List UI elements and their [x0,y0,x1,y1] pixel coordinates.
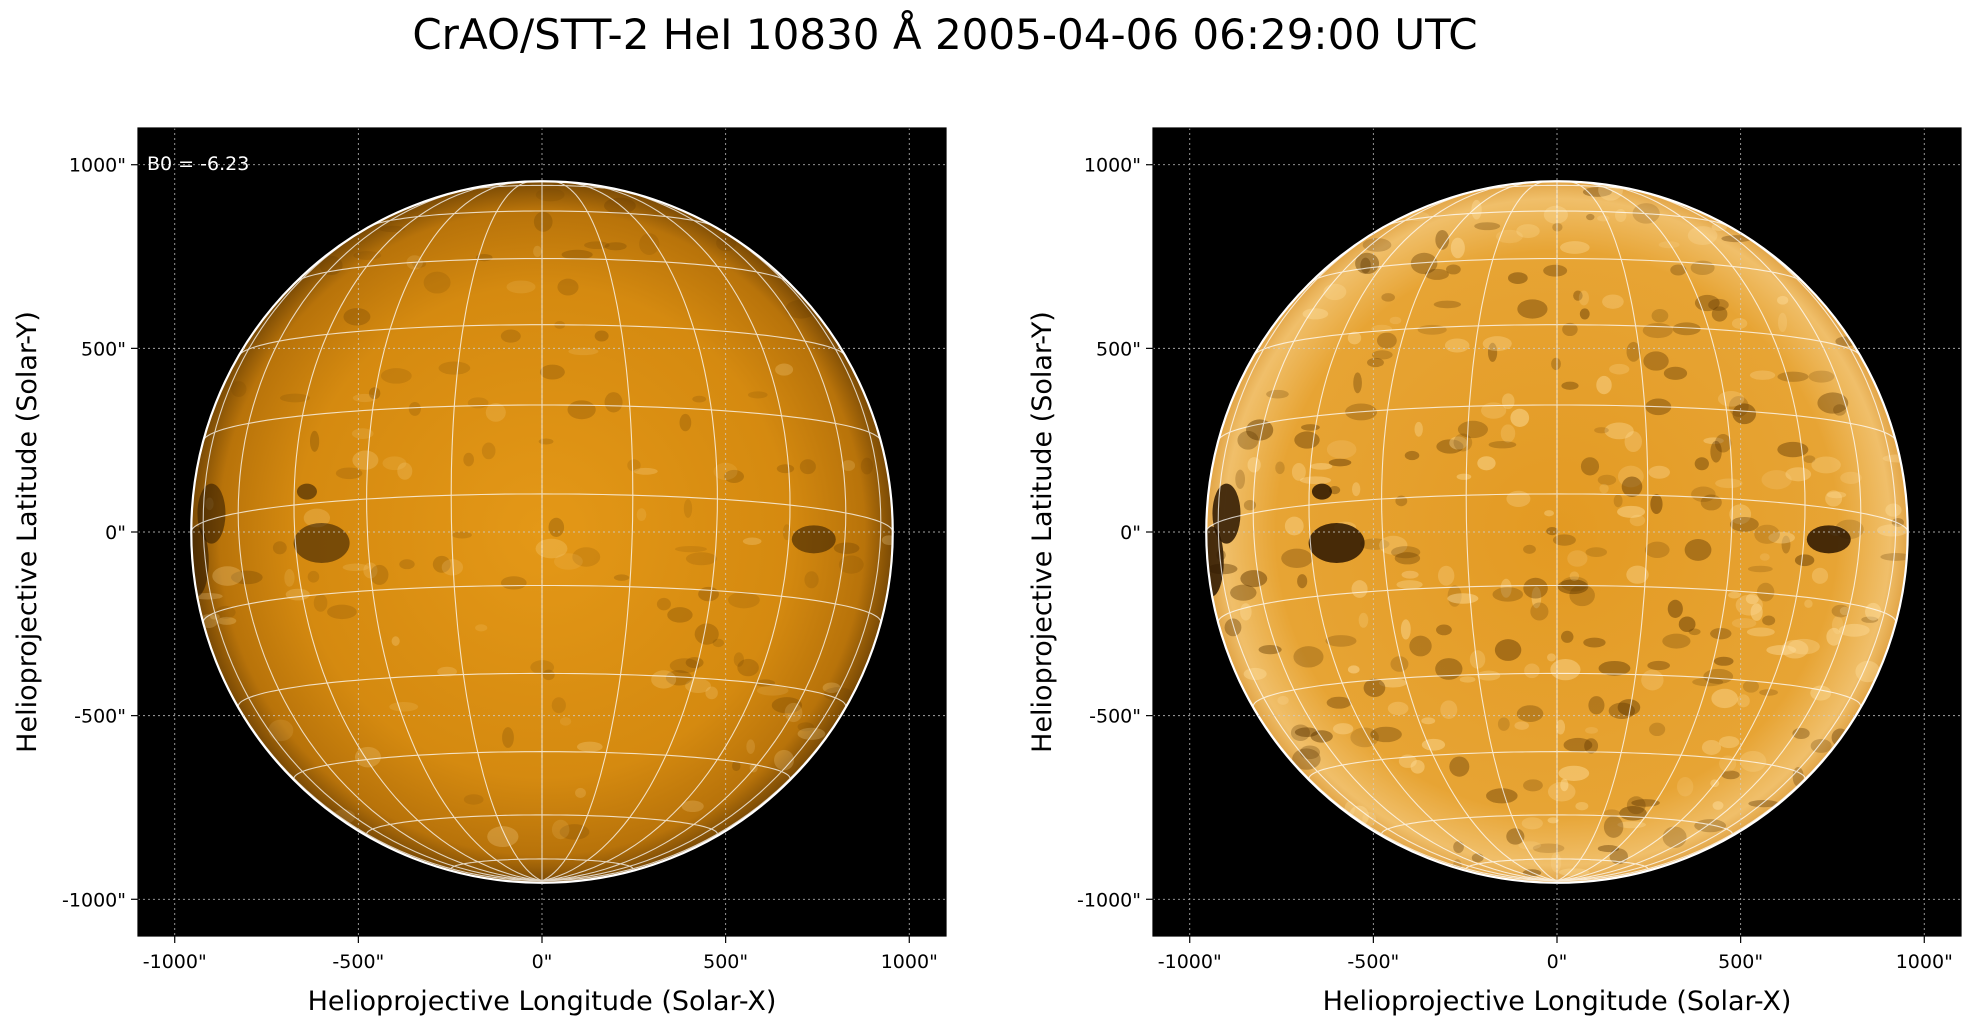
x-tick-label: -500" [332,951,384,973]
longitude-line [202,208,543,882]
longitude-line [1556,188,1862,882]
x-tick-label: 1000" [1896,951,1953,973]
y-tick-label: 0" [105,522,126,544]
longitude-line [1465,181,1558,882]
x-tick-label: 0" [532,951,553,973]
longitude-line [1252,188,1558,882]
disk-texture [191,188,893,848]
longitude-line [1556,181,1649,882]
x-tick-label: -500" [1347,951,1399,973]
longitude-line [293,183,543,882]
solar-limb [190,180,894,884]
longitude-line [541,181,634,882]
longitude-line [450,181,543,882]
y-tick-label: -500" [74,706,126,728]
solar-limb [1205,180,1909,884]
x-axis-label: Helioprojective Longitude (Solar-X) [1323,986,1792,1017]
b0-annotation: B0 = -6.23 [147,153,249,175]
y-tick-label: -1000" [1077,889,1141,911]
x-tick-label: -1000" [143,951,207,973]
x-tick-label: 500" [703,951,748,973]
longitude-line [541,188,847,882]
y-axis-label: Helioprojective Latitude (Solar-Y) [1027,311,1058,753]
y-tick-label: 1000" [1084,155,1141,177]
longitude-line [366,181,543,882]
x-axis-label: Helioprojective Longitude (Solar-X) [308,986,777,1017]
longitude-line [1556,208,1897,882]
figure-title: CrAO/STT-2 HeI 10830 Å 2005-04-06 06:29:… [412,10,1478,59]
y-tick-label: 500" [81,338,126,360]
x-tick-label: -1000" [1158,951,1222,973]
y-tick-label: 500" [1096,338,1141,360]
longitude-line [237,188,543,882]
y-tick-label: -1000" [62,889,126,911]
x-tick-label: 1000" [881,951,938,973]
x-tick-label: 500" [1718,951,1763,973]
longitude-line [541,208,882,882]
y-axis-label: Helioprojective Latitude (Solar-Y) [12,311,43,753]
longitude-line [1556,181,1733,882]
longitude-line [1381,181,1558,882]
longitude-line [1556,183,1806,882]
longitude-line [1308,183,1558,882]
longitude-line [541,183,791,882]
longitude-line [541,181,718,882]
y-tick-label: 1000" [69,155,126,177]
heliographic-grid [1206,181,1908,882]
y-tick-label: 0" [1120,522,1141,544]
x-tick-label: 0" [1547,951,1568,973]
y-tick-label: -500" [1089,706,1141,728]
longitude-line [1217,208,1558,882]
